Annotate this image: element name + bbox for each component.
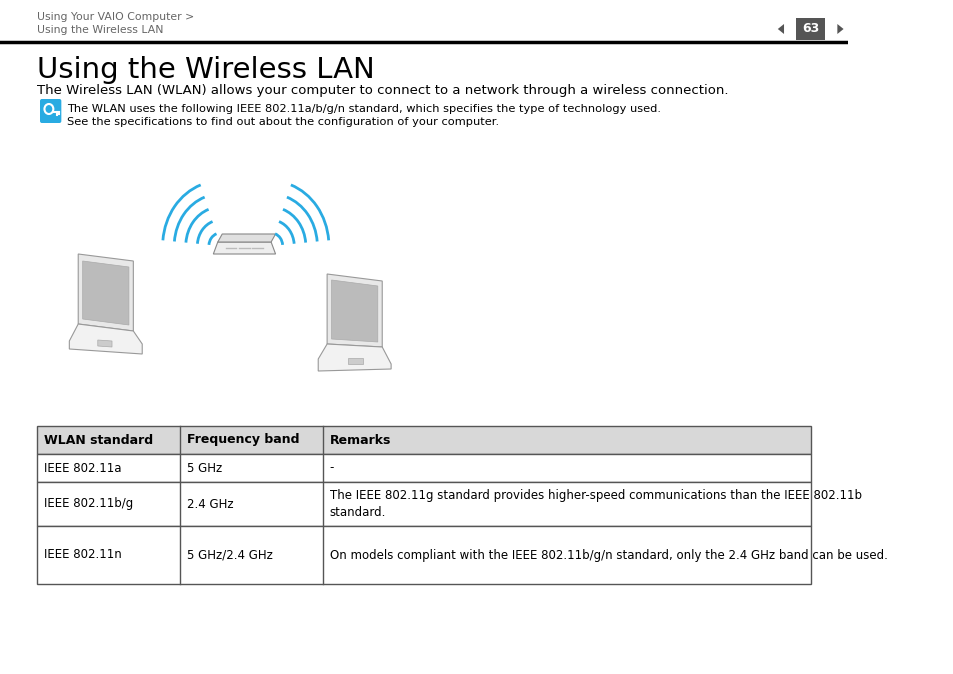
Text: Using Your VAIO Computer >: Using Your VAIO Computer > (37, 12, 194, 22)
Polygon shape (777, 24, 783, 34)
Text: Frequency band: Frequency band (187, 433, 299, 446)
Polygon shape (348, 358, 362, 364)
Text: Using the Wireless LAN: Using the Wireless LAN (37, 25, 164, 35)
Text: WLAN standard: WLAN standard (44, 433, 152, 446)
Bar (37, 426, 810, 454)
Text: The IEEE 802.11g standard provides higher-speed communications than the IEEE 802: The IEEE 802.11g standard provides highe… (330, 489, 861, 519)
Polygon shape (217, 234, 275, 242)
Text: 63: 63 (801, 22, 819, 36)
Text: 5 GHz: 5 GHz (187, 462, 222, 474)
FancyBboxPatch shape (40, 99, 61, 123)
Polygon shape (327, 274, 382, 347)
Bar (37, 454, 810, 482)
Bar (796, 18, 824, 40)
Polygon shape (83, 261, 129, 325)
Text: -: - (330, 462, 334, 474)
Text: The WLAN uses the following IEEE 802.11a/b/g/n standard, which specifies the typ: The WLAN uses the following IEEE 802.11a… (67, 104, 660, 114)
Polygon shape (78, 254, 133, 331)
Polygon shape (318, 344, 391, 371)
Text: Using the Wireless LAN: Using the Wireless LAN (37, 56, 375, 84)
Polygon shape (332, 280, 377, 342)
Bar (37, 526, 810, 584)
Bar (37, 482, 810, 526)
Text: IEEE 802.11b/g: IEEE 802.11b/g (44, 497, 132, 510)
Text: IEEE 802.11a: IEEE 802.11a (44, 462, 121, 474)
Text: 5 GHz/2.4 GHz: 5 GHz/2.4 GHz (187, 549, 273, 561)
Text: 2.4 GHz: 2.4 GHz (187, 497, 233, 510)
Text: See the specifications to find out about the configuration of your computer.: See the specifications to find out about… (67, 117, 498, 127)
Text: Remarks: Remarks (330, 433, 391, 446)
Text: IEEE 802.11n: IEEE 802.11n (44, 549, 121, 561)
Polygon shape (70, 324, 142, 354)
Polygon shape (213, 242, 275, 254)
Text: The Wireless LAN (WLAN) allows your computer to connect to a network through a w: The Wireless LAN (WLAN) allows your comp… (37, 84, 728, 97)
Polygon shape (837, 24, 842, 34)
Polygon shape (97, 340, 112, 347)
Text: On models compliant with the IEEE 802.11b/g/n standard, only the 2.4 GHz band ca: On models compliant with the IEEE 802.11… (330, 549, 886, 561)
